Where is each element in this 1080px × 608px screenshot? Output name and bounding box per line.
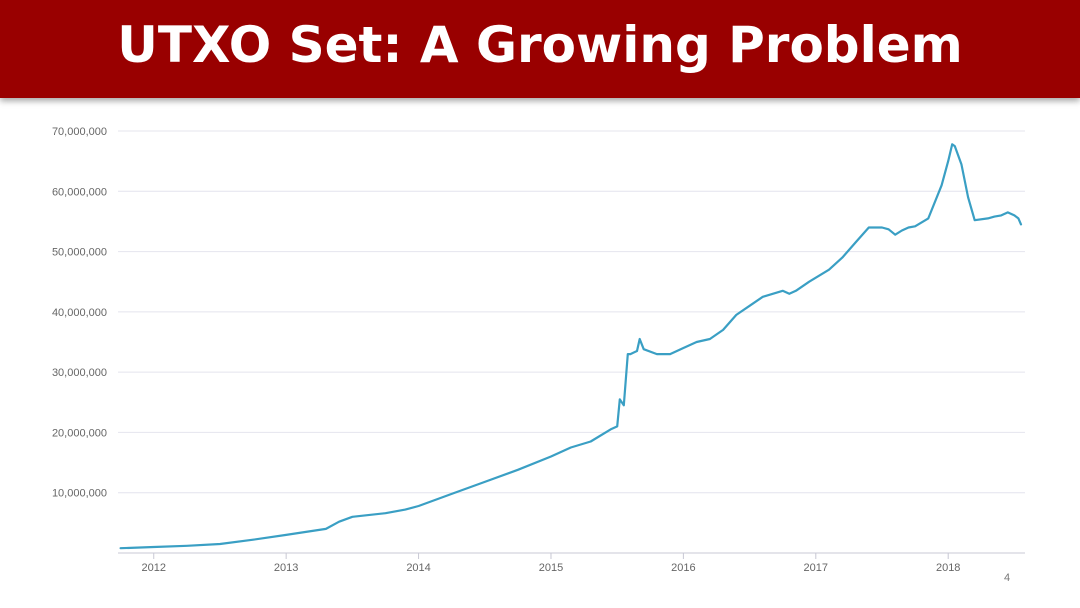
y-tick-label: 20,000,000 [52, 427, 107, 439]
x-axis-tick-labels: 2012 2013 2014 2015 2016 2017 2018 [142, 562, 961, 574]
y-tick-label: 50,000,000 [52, 247, 107, 259]
x-tick-label: 2015 [539, 562, 563, 574]
y-tick-label: 10,000,000 [52, 488, 107, 500]
y-tick-label: 30,000,000 [52, 367, 107, 379]
x-tick-label: 2016 [671, 562, 695, 574]
y-tick-label: 40,000,000 [52, 307, 107, 319]
y-tick-label: 60,000,000 [52, 186, 107, 198]
x-axis-ticks [153, 553, 949, 559]
title-bar: UTXO Set: A Growing Problem [0, 0, 1080, 98]
x-tick-label: 2018 [936, 562, 960, 574]
x-tick-label: 2017 [804, 562, 828, 574]
y-axis-tick-labels: 10,000,000 20,000,000 30,000,000 40,000,000… [52, 126, 107, 500]
page-number: 4 [1004, 572, 1011, 584]
x-tick-label: 2013 [274, 562, 298, 574]
grid-lines [118, 130, 1025, 494]
x-tick-label: 2014 [406, 562, 430, 574]
x-tick-label: 2012 [142, 562, 166, 574]
slide-title: UTXO Set: A Growing Problem [117, 16, 963, 74]
y-tick-label: 70,000,000 [52, 126, 107, 138]
series-line-utxo-count [119, 143, 1023, 550]
